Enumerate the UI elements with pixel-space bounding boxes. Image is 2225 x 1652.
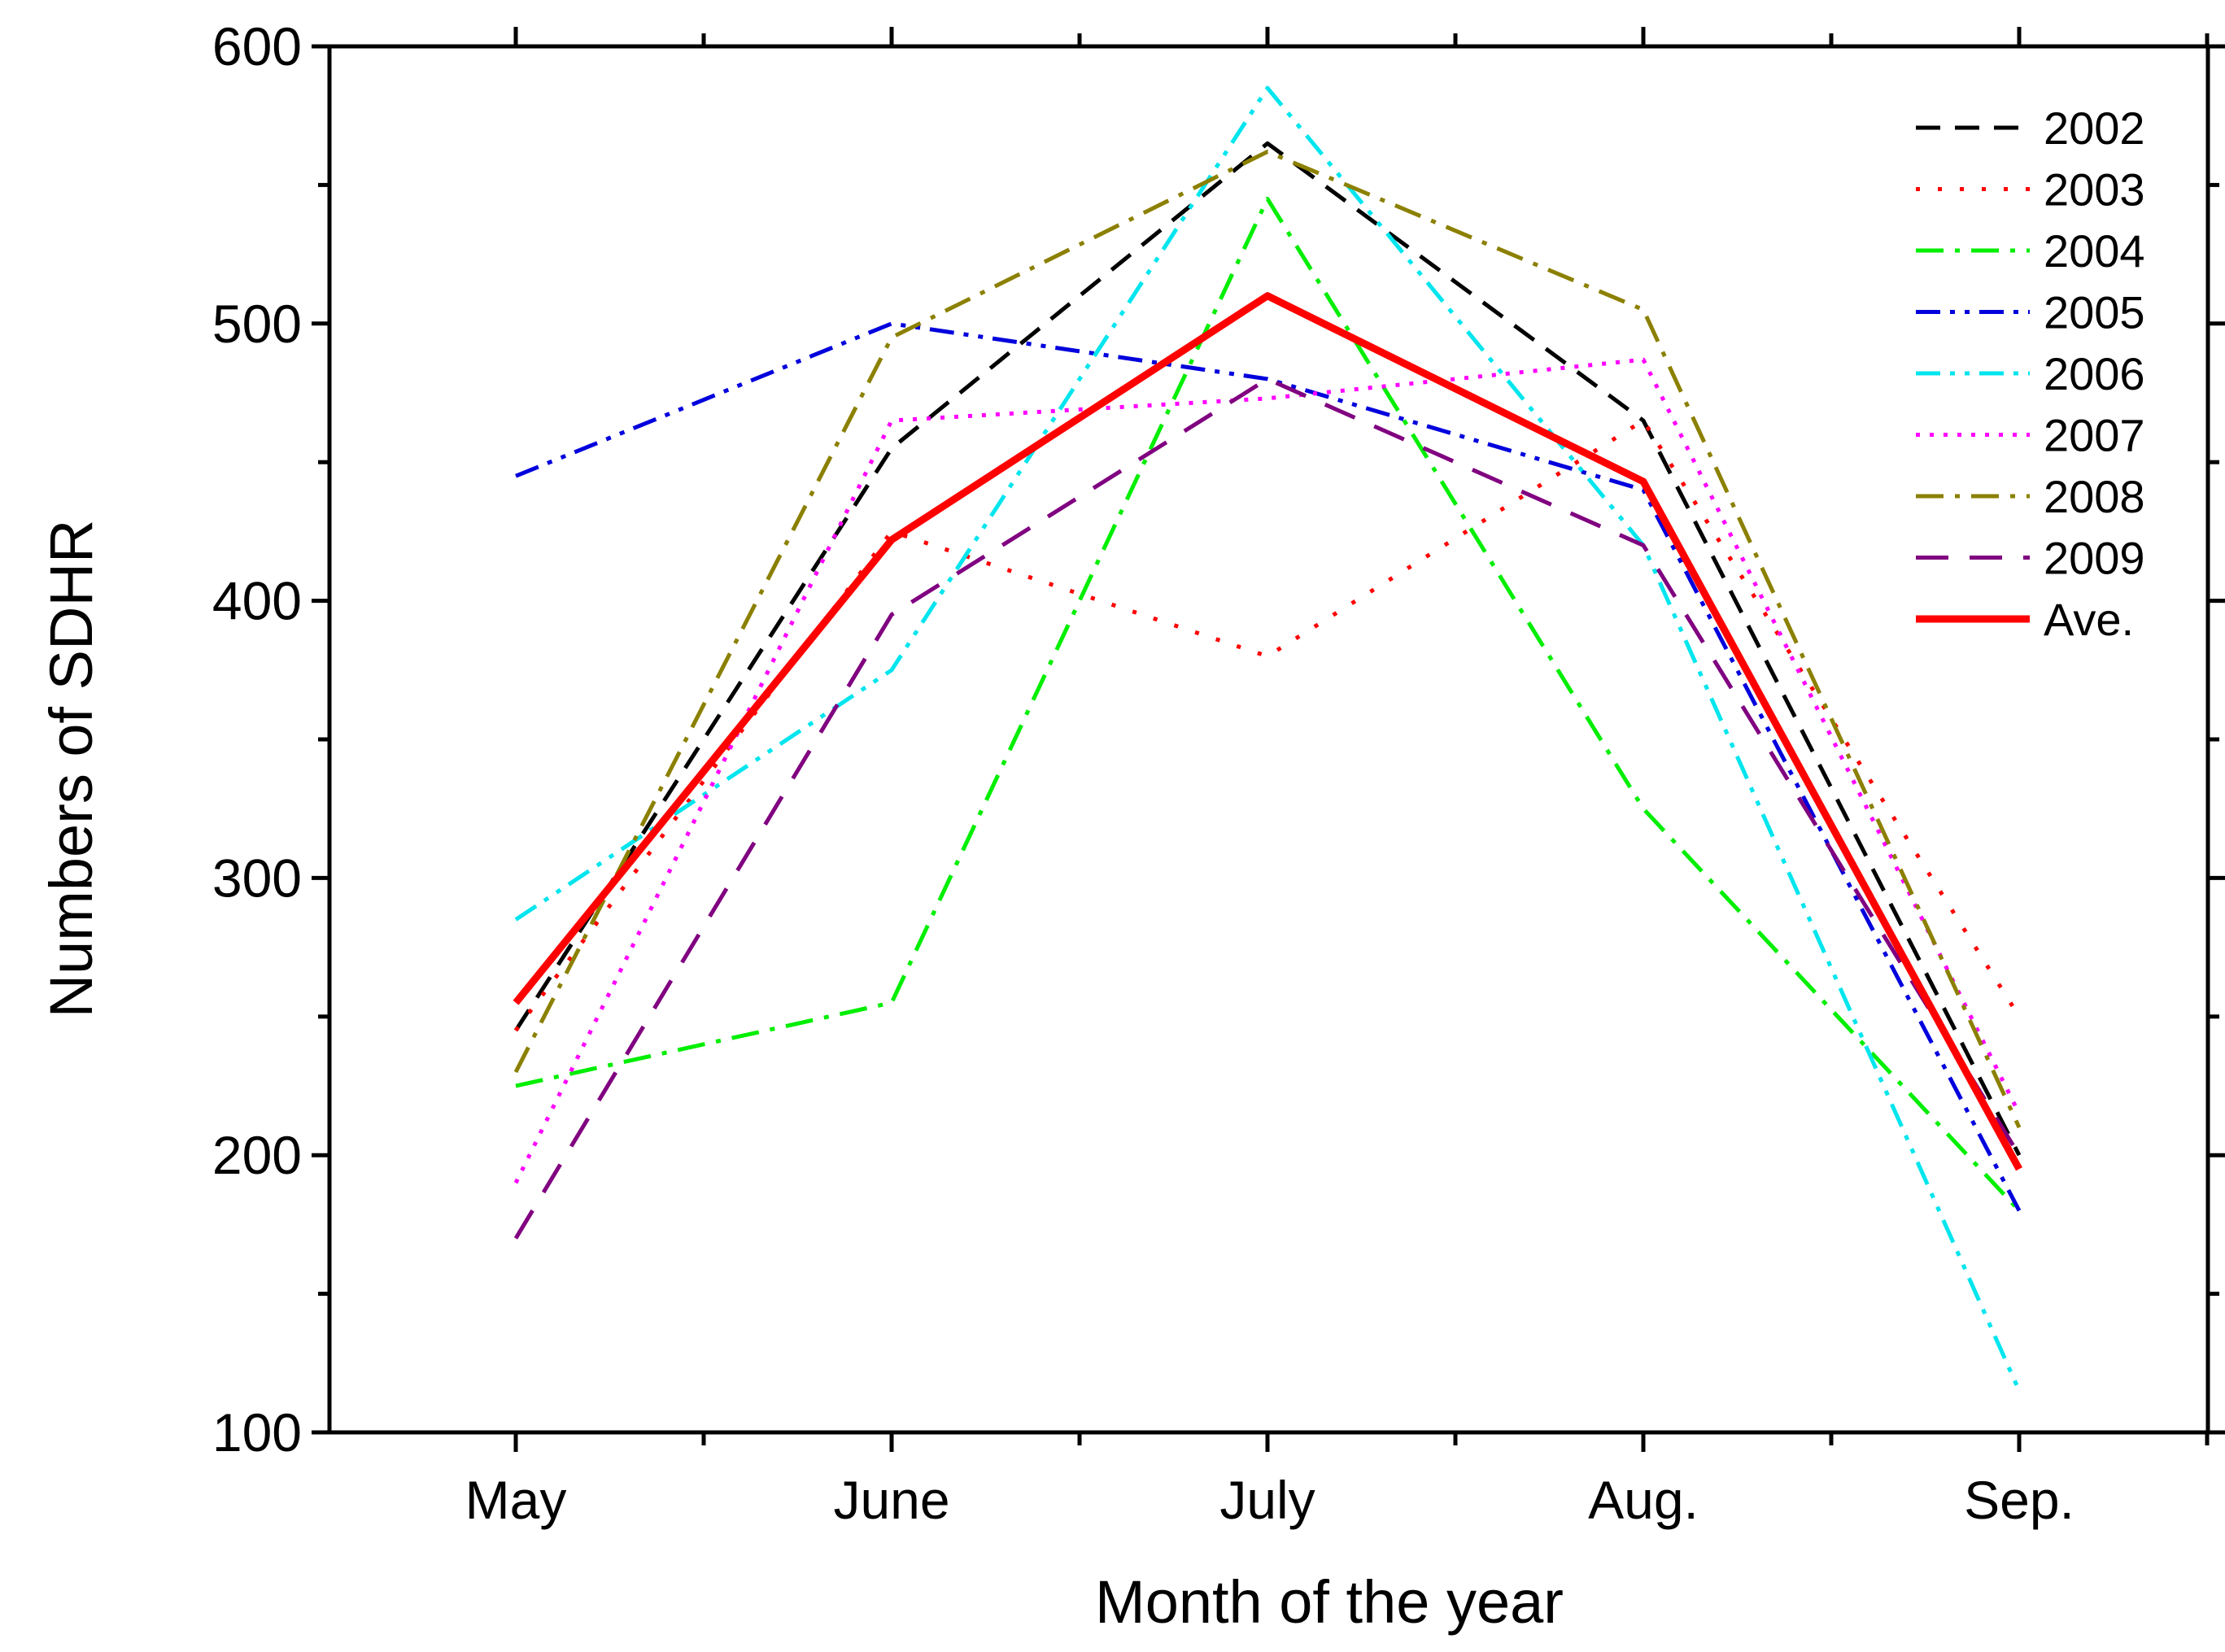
y-axis: 100 200 300 400 500 600	[212, 16, 2225, 1462]
x-tick-label: July	[1219, 1470, 1315, 1530]
x-tick-label: May	[465, 1470, 567, 1530]
series-line-2005	[515, 321, 2022, 1212]
series-line-2002	[513, 141, 2022, 1157]
series-line-2006	[514, 85, 2022, 1392]
legend-label: 2008	[2044, 471, 2145, 522]
legend-label: Ave.	[2044, 594, 2134, 645]
x-tick-label: Sep.	[1964, 1470, 2074, 1530]
series-lines	[513, 85, 2022, 1392]
y-tick-label: 100	[212, 1402, 302, 1462]
y-tick-label: 600	[212, 16, 302, 76]
legend-label: 2002	[2044, 102, 2145, 154]
legend-label: 2005	[2044, 287, 2145, 338]
series-line-ave	[513, 292, 2022, 1171]
x-axis-title: Month of the year	[1095, 1568, 1564, 1636]
y-tick-label: 300	[212, 848, 302, 908]
legend: 2002 2003 2004 2005 2006 2007 2008 2009 Ave.	[1916, 102, 2145, 645]
series-line-2008	[513, 150, 2022, 1129]
legend-label: 2007	[2044, 410, 2145, 461]
plot-frame	[327, 44, 2210, 1435]
y-tick-label: 500	[212, 294, 302, 354]
y-axis-title: Numbers of SDHR	[37, 520, 105, 1018]
x-axis: May June July Aug. Sep.	[465, 27, 2210, 1530]
series-line-2009	[513, 377, 2022, 1240]
series-line-2004	[515, 196, 2021, 1213]
y-tick-label: 200	[212, 1125, 302, 1185]
legend-label: 2003	[2044, 164, 2145, 216]
legend-label: 2009	[2044, 533, 2145, 584]
x-tick-label: June	[833, 1470, 949, 1530]
legend-label: 2006	[2044, 348, 2145, 399]
x-tick-label: Aug.	[1588, 1470, 1699, 1530]
y-tick-label: 400	[212, 571, 302, 631]
legend-label: 2004	[2044, 225, 2145, 277]
